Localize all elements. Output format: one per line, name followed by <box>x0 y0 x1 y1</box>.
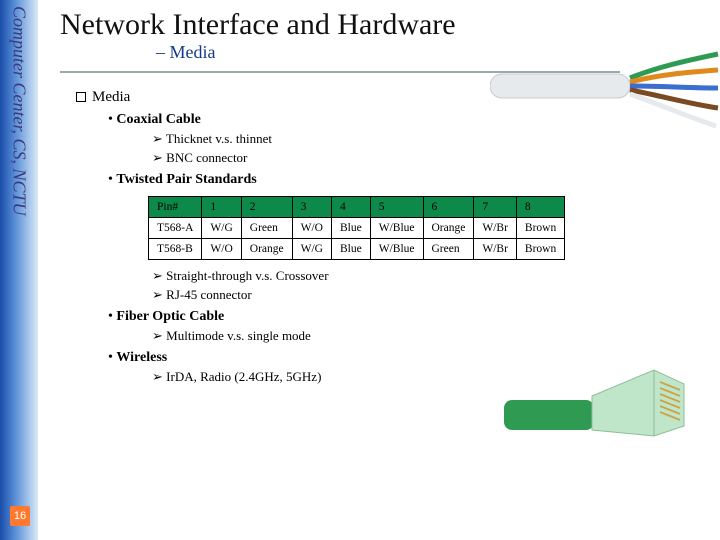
item-fiber-sub1: Multimode v.s. single mode <box>152 328 712 344</box>
item-coax-sub2: BNC connector <box>152 150 712 166</box>
item-wireless-sub1: IrDA, Radio (2.4GHz, 5GHz) <box>152 369 712 385</box>
item-fiber: Fiber Optic Cable <box>108 309 712 325</box>
item-coax: Coaxial Cable <box>108 112 712 128</box>
td-name-b: T568-B <box>149 239 202 260</box>
table-row: T568-A W/G Green W/O Blue W/Blue Orange … <box>149 218 565 239</box>
slide-subtitle: – Media <box>156 42 712 65</box>
th-1: 1 <box>202 197 241 218</box>
sidebar-org-text: Computer Center, CS, NCTU <box>9 0 30 216</box>
slide-content: Network Interface and Hardware – Media M… <box>60 8 712 532</box>
item-tp-sub2: RJ-45 connector <box>152 287 712 303</box>
th-7: 7 <box>474 197 517 218</box>
item-tp-sub1: Straight-through v.s. Crossover <box>152 268 712 284</box>
table-header-row: Pin# 1 2 3 4 5 6 7 8 <box>149 197 565 218</box>
tp-standards-table: Pin# 1 2 3 4 5 6 7 8 T568-A W/G Green W/… <box>148 196 565 260</box>
item-coax-sub1: Thicknet v.s. thinnet <box>152 131 712 147</box>
th-3: 3 <box>292 197 331 218</box>
td-name-a: T568-A <box>149 218 202 239</box>
page-number: 16 <box>10 506 30 526</box>
section-media-label: Media <box>92 89 130 105</box>
section-media: Media <box>76 89 712 106</box>
th-5: 5 <box>370 197 423 218</box>
th-4: 4 <box>331 197 370 218</box>
title-underline <box>60 71 620 73</box>
th-2: 2 <box>241 197 292 218</box>
th-6: 6 <box>423 197 474 218</box>
item-wireless: Wireless <box>108 350 712 366</box>
sidebar: Computer Center, CS, NCTU <box>0 0 38 540</box>
slide-title: Network Interface and Hardware <box>60 8 712 42</box>
item-twistedpair: Twisted Pair Standards <box>108 172 712 188</box>
th-8: 8 <box>516 197 564 218</box>
table-row: T568-B W/O Orange W/G Blue W/Blue Green … <box>149 239 565 260</box>
th-pin: Pin# <box>149 197 202 218</box>
